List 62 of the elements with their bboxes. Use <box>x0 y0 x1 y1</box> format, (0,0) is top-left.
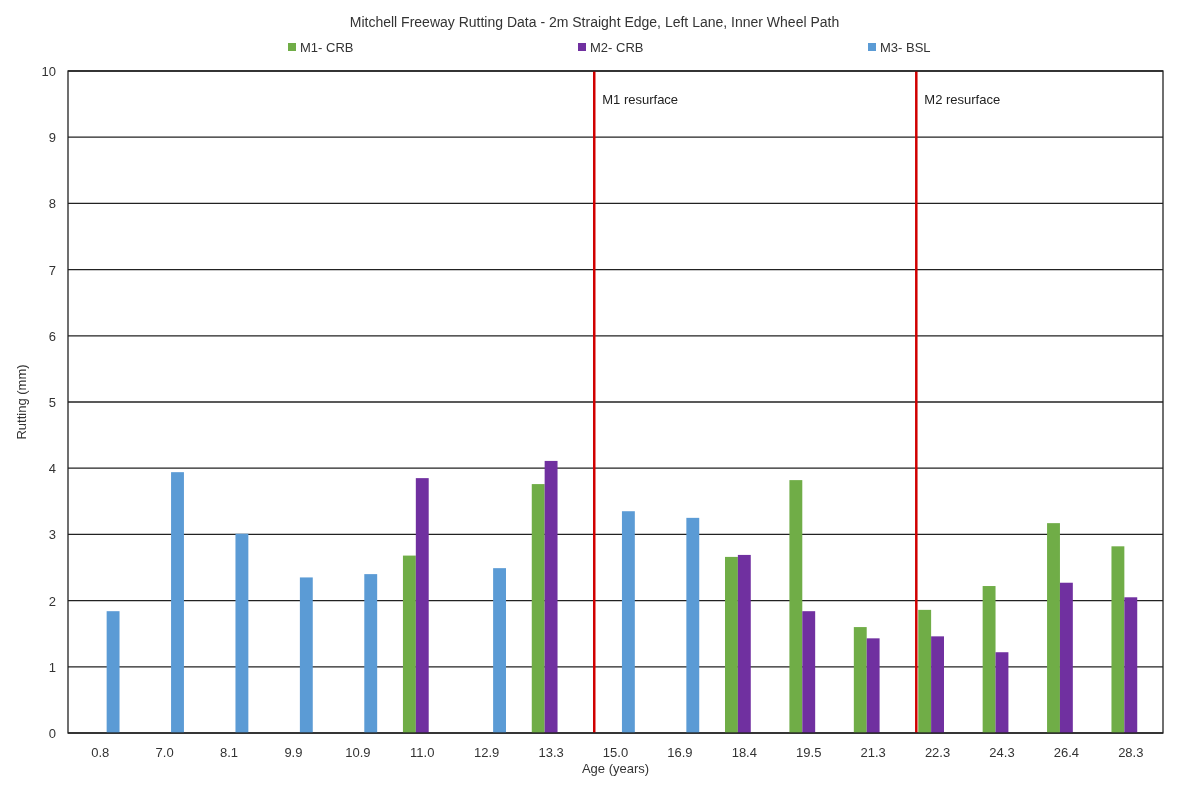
bar <box>853 627 867 733</box>
x-tick-label: 13.3 <box>538 745 564 760</box>
y-tick-label: 9 <box>48 130 56 146</box>
bar <box>789 480 803 733</box>
bar <box>737 554 751 733</box>
x-tick-label: 28.3 <box>1118 745 1144 760</box>
bar <box>802 611 816 733</box>
y-tick-label: 4 <box>48 461 56 477</box>
x-axis-title: Age (years) <box>581 761 650 776</box>
y-tick-label: 3 <box>48 527 56 543</box>
bar <box>364 574 378 733</box>
y-tick-label: 10 <box>41 64 56 79</box>
legend-label: M1- CRB <box>300 40 354 55</box>
legend-label: M3- BSL <box>880 40 931 55</box>
bar <box>1124 597 1138 733</box>
bar <box>1111 546 1125 733</box>
x-tick-label: 9.9 <box>284 745 303 760</box>
legend-label: M2- CRB <box>590 40 644 55</box>
x-tick-label: 15.0 <box>602 745 629 760</box>
x-tick-label: 18.4 <box>731 745 757 760</box>
x-tick-label: 26.4 <box>1053 745 1080 760</box>
bar <box>982 586 996 733</box>
y-tick-label: 2 <box>48 593 56 609</box>
x-tick-label: 10.9 <box>345 745 371 760</box>
bar <box>493 568 506 733</box>
bar <box>531 484 545 733</box>
bar <box>299 577 313 733</box>
bar <box>1047 523 1060 733</box>
y-tick-label: 6 <box>48 328 56 344</box>
bar <box>866 638 880 733</box>
bar <box>995 652 1009 733</box>
x-tick-label: 19.5 <box>796 745 822 760</box>
bar <box>402 555 416 733</box>
y-axis-title: Rutting (mm) <box>14 364 29 440</box>
bar <box>415 478 429 733</box>
bar <box>725 556 738 733</box>
bar <box>1059 582 1073 733</box>
bar <box>106 611 120 733</box>
bar <box>171 472 184 733</box>
bar <box>235 533 249 733</box>
x-tick-label: 24.3 <box>989 745 1015 760</box>
x-tick-label: 8.1 <box>219 745 239 760</box>
x-tick-label: 21.3 <box>860 745 886 760</box>
y-tick-label: 8 <box>48 196 56 212</box>
chart-title: Mitchell Freeway Rutting Data - 2m Straight Edge, Left Lane, Inner Wheel Path <box>349 14 840 30</box>
ref-line-label: M2 resurface <box>924 92 1001 107</box>
y-tick-label: 5 <box>48 395 56 410</box>
x-tick-label: 22.3 <box>924 745 951 760</box>
x-tick-label: 7.0 <box>155 745 174 760</box>
bar <box>931 636 944 733</box>
x-tick-label: 12.9 <box>474 745 500 760</box>
x-tick-label: 16.9 <box>667 745 693 760</box>
bar <box>918 609 932 733</box>
y-tick-label: 7 <box>48 262 56 278</box>
bar <box>621 511 635 733</box>
bar <box>544 460 558 733</box>
y-tick-label: 1 <box>48 659 56 675</box>
bar <box>686 517 700 733</box>
x-tick-label: 0.8 <box>91 745 110 760</box>
ref-line-label: M1 resurface <box>602 92 679 107</box>
x-tick-label: 11.0 <box>410 745 435 760</box>
y-tick-label: 0 <box>48 726 56 741</box>
